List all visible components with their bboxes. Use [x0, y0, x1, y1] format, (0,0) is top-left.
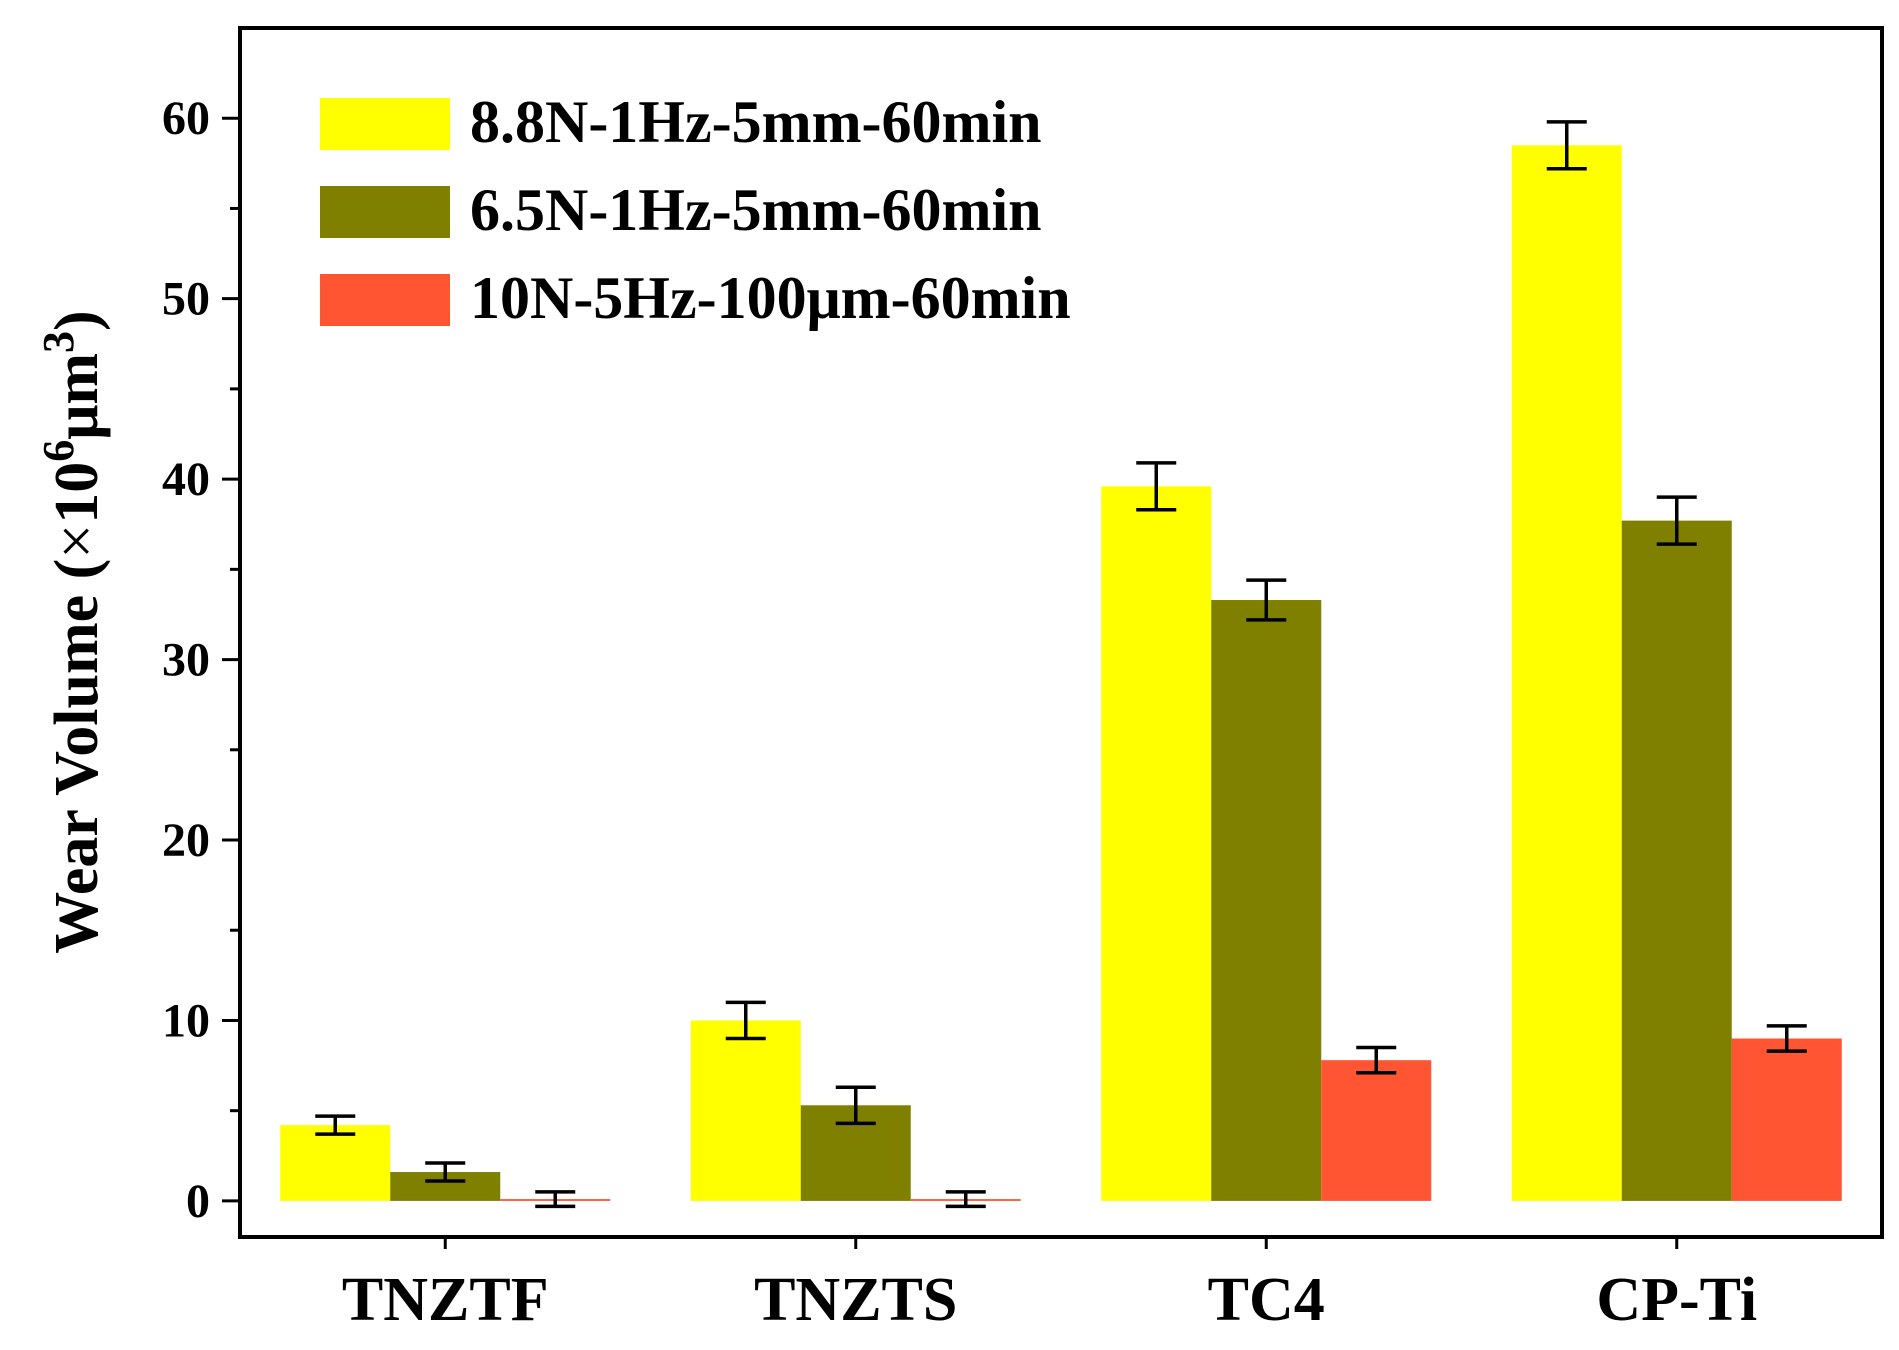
- legend-swatch-3: [320, 274, 450, 326]
- bar-cp-ti-series-2: [1621, 520, 1732, 1201]
- bar-tc4-series-2: [1211, 600, 1322, 1201]
- bar-tnzts-series-1: [690, 1020, 801, 1201]
- y-tick-label: 0: [186, 1175, 210, 1228]
- y-tick-label: 10: [162, 994, 210, 1047]
- x-tick-label: CP-Ti: [1596, 1266, 1757, 1334]
- x-tick-label: TNZTF: [342, 1266, 549, 1334]
- y-tick-label: 40: [162, 453, 210, 506]
- bar-cp-ti-series-1: [1511, 145, 1622, 1201]
- x-axis: TNZTF TNZTS TC4 CP-Ti: [342, 1237, 1757, 1334]
- x-tick-label: TC4: [1208, 1266, 1325, 1334]
- y-tick-label: 50: [162, 273, 210, 326]
- bar-tc4-series-3: [1321, 1060, 1432, 1201]
- legend-label-1: 8.8N-1Hz-5mm-60min: [470, 89, 1042, 155]
- y-axis-label: Wear Volume (×106μm3): [34, 310, 112, 953]
- errorbars-layer: [315, 120, 1807, 1209]
- legend-label-2: 6.5N-1Hz-5mm-60min: [470, 177, 1042, 243]
- plot-frame: [238, 26, 1884, 1239]
- y-tick-label: 60: [162, 92, 210, 145]
- legend: 8.8N-1Hz-5mm-60min 6.5N-1Hz-5mm-60min 10N-…: [320, 89, 1071, 331]
- bar-tnztf-series-1: [280, 1125, 391, 1201]
- x-tick-label: TNZTS: [754, 1266, 957, 1334]
- legend-swatch-2: [320, 186, 450, 238]
- bar-cp-ti-series-3: [1731, 1038, 1842, 1201]
- legend-swatch-1: [320, 98, 450, 150]
- y-tick-label: 30: [162, 634, 210, 687]
- legend-label-3: 10N-5Hz-100μm-60min: [470, 265, 1071, 331]
- bars-layer: [280, 145, 1842, 1201]
- bar-tc4-series-1: [1101, 486, 1212, 1201]
- y-axis: 0 10 20 30 40 50 60: [162, 92, 240, 1228]
- y-tick-label: 20: [162, 814, 210, 867]
